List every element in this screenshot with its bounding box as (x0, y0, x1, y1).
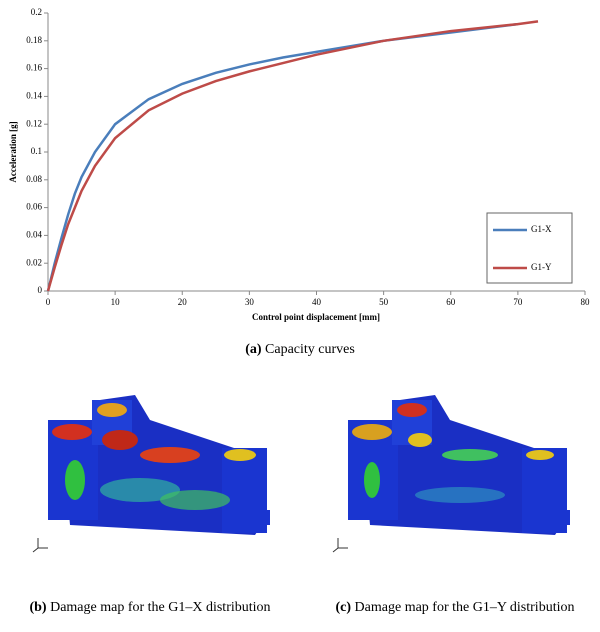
legend-box (486, 212, 573, 284)
y-tick-label: 0.02 (26, 257, 42, 267)
series-line (46, 20, 539, 292)
x-tick-label: 60 (446, 297, 456, 307)
legend-label: G1-Y (531, 262, 552, 272)
x-tick-label: 50 (379, 297, 389, 307)
x-tick-label: 30 (245, 297, 255, 307)
y-axis-label: Acceleration [g] (8, 121, 18, 182)
x-tick-label: 70 (513, 297, 523, 307)
legend-label: G1-X (531, 224, 552, 234)
y-tick-label: 0.14 (26, 90, 42, 100)
caption-text: Damage map for the G1–X distribution (50, 600, 270, 615)
x-tick-label: 20 (178, 297, 188, 307)
series-line (46, 22, 519, 292)
damage-map-b (32, 395, 270, 553)
x-tick-label: 0 (46, 297, 51, 307)
caption-a: (a) Capacity curves (245, 342, 355, 357)
caption-text: Damage map for the G1–Y distribution (355, 600, 575, 615)
y-tick-label: 0.2 (31, 7, 42, 17)
caption-label: (a) (245, 342, 262, 357)
caption-text: Capacity curves (265, 342, 355, 357)
damage-map-c (332, 395, 570, 553)
caption-label: (b) (29, 600, 46, 615)
caption-c: (c) Damage map for the G1–Y distribution (336, 600, 575, 615)
x-tick-label: 80 (581, 297, 591, 307)
y-tick-label: 0.1 (31, 146, 42, 156)
y-tick-label: 0 (38, 285, 43, 295)
caption-label: (c) (336, 600, 352, 615)
y-tick-label: 0.12 (26, 118, 42, 128)
y-tick-label: 0.08 (26, 174, 42, 184)
y-tick-label: 0.18 (26, 35, 42, 45)
caption-b: (b) Damage map for the G1–X distribution (29, 600, 270, 615)
x-tick-label: 10 (111, 297, 121, 307)
x-tick-label: 40 (312, 297, 322, 307)
y-tick-label: 0.06 (26, 202, 42, 212)
y-tick-label: 0.04 (26, 229, 42, 239)
x-axis-label: Control point displacement [mm] (252, 312, 380, 322)
y-tick-label: 0.16 (26, 63, 42, 73)
